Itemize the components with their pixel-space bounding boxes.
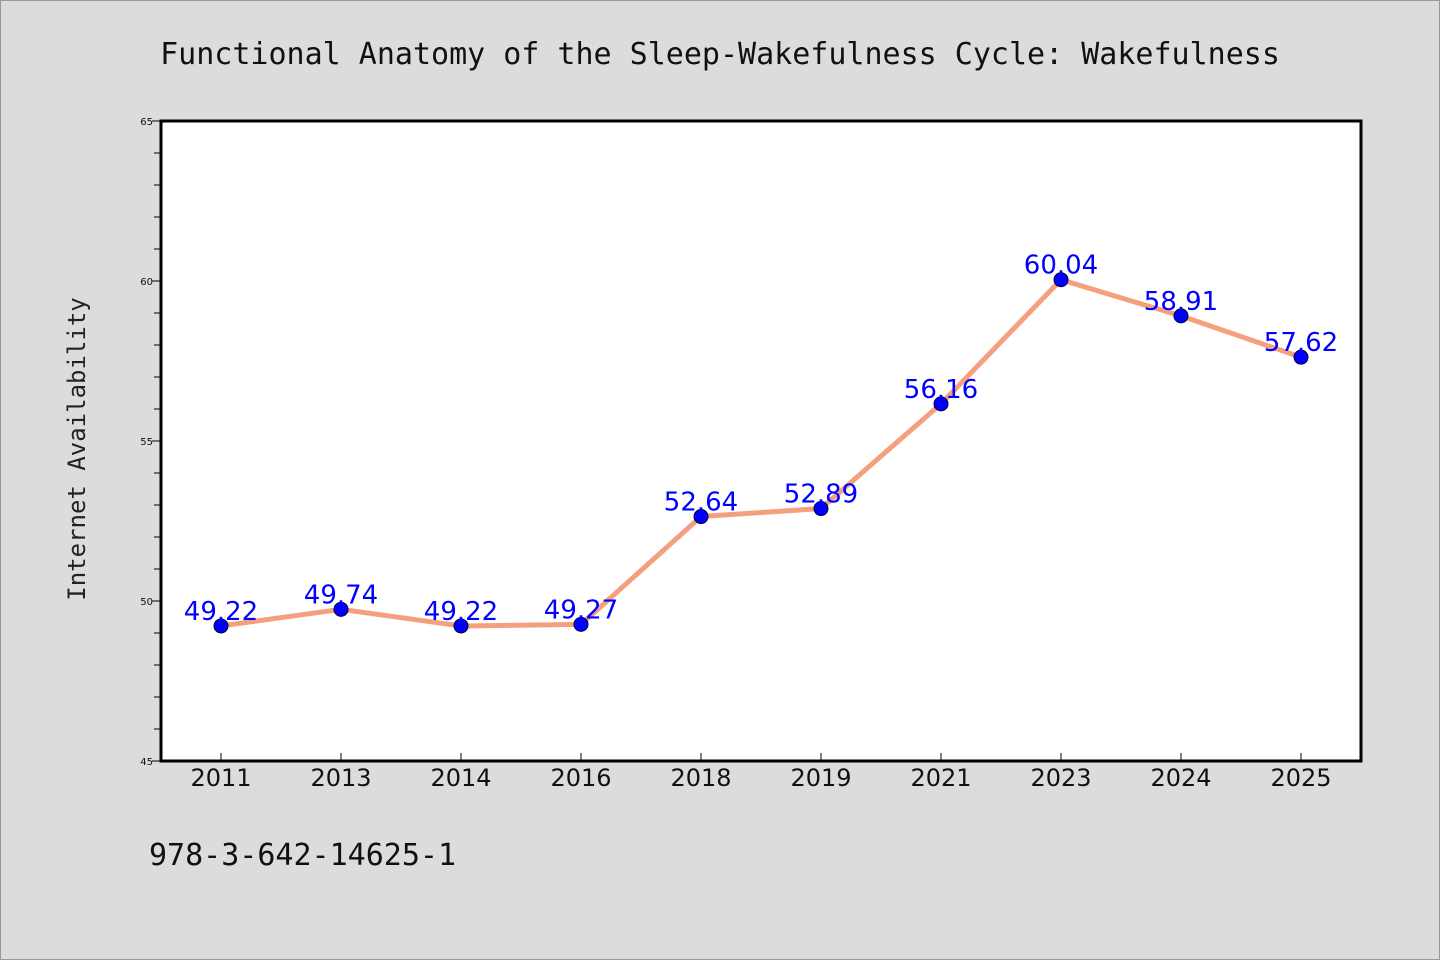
data-point xyxy=(1293,349,1309,365)
x-tick-label: 2019 xyxy=(790,764,851,792)
x-tick-label: 2025 xyxy=(1270,764,1331,792)
data-label: 56.16 xyxy=(904,375,978,405)
isbn-footer: 978-3-642-14625-1 xyxy=(149,838,456,873)
x-tick-label: 2023 xyxy=(1030,764,1091,792)
x-tick-label: 2024 xyxy=(1150,764,1211,792)
x-axis: 2011 2013 2014 2016 2018 2019 2021 2023 2024 2025 xyxy=(190,753,1332,792)
x-tick-label: 2021 xyxy=(910,764,971,792)
data-label: 58.91 xyxy=(1144,287,1218,317)
y-tick-label: 50 xyxy=(140,597,153,608)
data-point xyxy=(693,509,709,525)
data-label: 52.64 xyxy=(664,488,738,518)
data-point xyxy=(573,616,589,632)
data-point xyxy=(333,601,349,617)
y-axis: 45 50 55 60 65 xyxy=(140,117,161,768)
series-line xyxy=(218,277,1304,629)
data-point xyxy=(1053,272,1069,288)
y-tick-label: 55 xyxy=(140,437,153,448)
x-tick-label: 2011 xyxy=(190,764,251,792)
data-label: 49.22 xyxy=(184,597,258,627)
data-label: 60.04 xyxy=(1024,251,1098,281)
data-point xyxy=(1173,308,1189,324)
x-tick-label: 2018 xyxy=(670,764,731,792)
y-tick-label: 60 xyxy=(140,277,153,288)
x-tick-label: 2016 xyxy=(550,764,611,792)
data-point xyxy=(933,396,949,412)
data-label: 49.74 xyxy=(304,580,378,610)
data-point xyxy=(453,618,469,634)
y-tick-label: 65 xyxy=(140,117,153,128)
x-tick-label: 2013 xyxy=(310,764,371,792)
data-labels: 49.22 49.74 49.22 49.27 52.64 52.89 56.16 60.04… xyxy=(184,251,1338,627)
data-point xyxy=(213,618,229,634)
data-label: 49.27 xyxy=(544,595,618,625)
chart-title: Functional Anatomy of the Sleep-Wakefuln… xyxy=(160,37,1280,72)
data-label: 52.89 xyxy=(784,480,858,510)
plot-area xyxy=(159,119,1363,763)
data-point xyxy=(813,501,829,517)
data-markers xyxy=(213,272,1309,634)
data-label: 57.62 xyxy=(1264,328,1338,358)
y-axis-label: Internet Availability xyxy=(63,297,91,600)
y-tick-label: 45 xyxy=(140,757,153,768)
x-tick-label: 2014 xyxy=(430,764,491,792)
data-label: 49.22 xyxy=(424,597,498,627)
